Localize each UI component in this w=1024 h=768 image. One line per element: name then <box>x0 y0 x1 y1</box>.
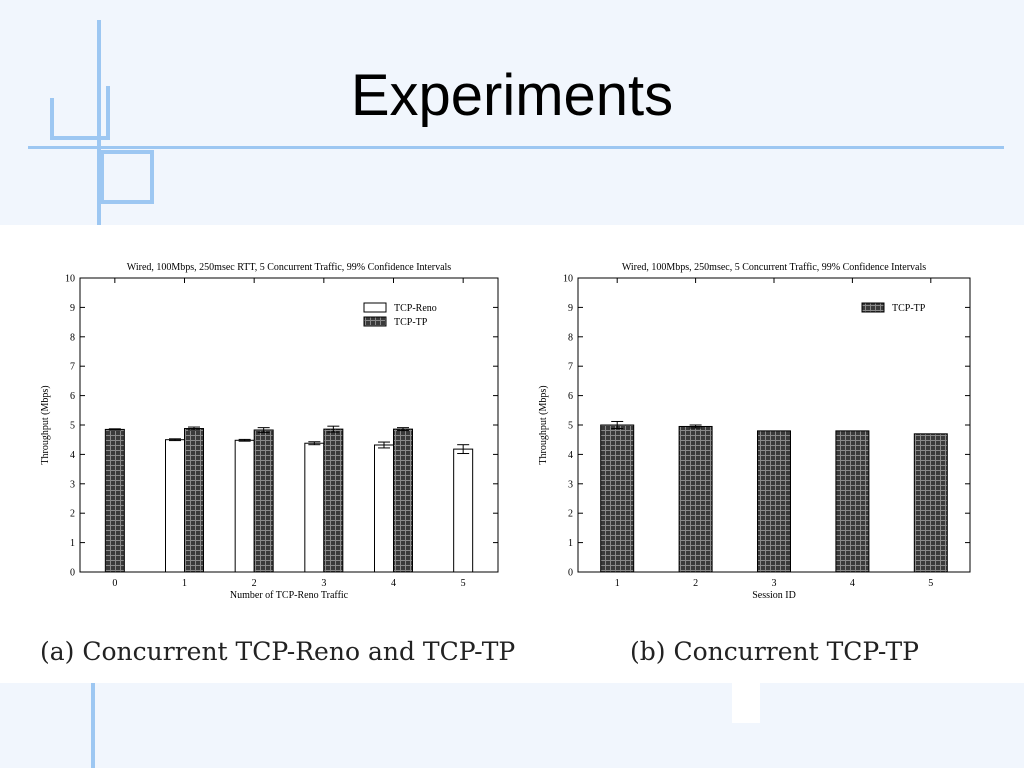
chart-a-bar-tcp-reno-1 <box>165 439 185 573</box>
chart-b-xtick-label-4: 4 <box>850 578 855 589</box>
chart-a-title: Wired, 100Mbps, 250msec RTT, 5 Concurren… <box>127 262 452 273</box>
decor-square <box>100 150 154 204</box>
chart-a-ytick-label-2: 2 <box>70 509 75 520</box>
chart-a: Wired, 100Mbps, 250msec RTT, 5 Concurren… <box>40 262 499 601</box>
chart-a-xtick-label-4: 4 <box>391 578 396 589</box>
chart-b-ytick-label-10: 10 <box>563 274 573 285</box>
chart-b-xtick-label-5: 5 <box>928 578 933 589</box>
decor-horizontal-line <box>28 146 1004 149</box>
chart-a-bar-tcp-tp-4 <box>393 428 413 573</box>
chart-a-ytick-label-8: 8 <box>70 332 75 343</box>
chart-b-ytick-label-2: 2 <box>568 509 573 520</box>
chart-b-ytick-label-7: 7 <box>568 362 573 373</box>
chart-b-ytick-label-1: 1 <box>568 538 573 549</box>
chart-a-ytick-label-0: 0 <box>70 568 75 579</box>
chart-a-xlabel: Number of TCP-Reno Traffic <box>230 590 349 601</box>
chart-a-ytick-label-9: 9 <box>70 303 75 314</box>
chart-a-errorbar-tcp-tp-1 <box>188 426 200 431</box>
chart-a-bar-tcp-reno-2 <box>234 439 255 573</box>
chart-b-ytick-label-4: 4 <box>568 450 573 461</box>
decor-vertical-line-short <box>50 98 54 140</box>
chart-a-errorbar-tcp-reno-1 <box>169 438 181 442</box>
chart-b-ytick-label-0: 0 <box>568 568 573 579</box>
chart-a-errorbar-tcp-reno-4 <box>378 441 390 449</box>
chart-a-errorbar-tcp-tp-2 <box>257 427 270 433</box>
white-patch <box>732 683 760 723</box>
chart-a-errorbar-tcp-tp-0 <box>108 428 121 431</box>
chart-a-errorbar-tcp-tp-4 <box>397 427 409 432</box>
chart-a-bar-tcp-reno-5 <box>453 448 474 573</box>
chart-b-bar-tcp-tp-5 <box>913 433 948 573</box>
chart-a-ytick-label-4: 4 <box>70 450 75 461</box>
chart-a-bar-tcp-reno-4 <box>374 444 394 573</box>
chart-b-errorbar-tcp-tp-2 <box>689 424 702 429</box>
chart-a-errorbar-tcp-reno-3 <box>308 441 321 446</box>
chart-a-ytick-label-10: 10 <box>65 274 75 285</box>
figure-panel: Wired, 100Mbps, 250msec RTT, 5 Concurren… <box>0 225 1024 683</box>
chart-a-xtick-label-1: 1 <box>182 578 187 589</box>
chart-b-bar-tcp-tp-4 <box>835 430 870 573</box>
chart-b-xtick-label-2: 2 <box>693 578 698 589</box>
chart-a-ytick-label-7: 7 <box>70 362 75 373</box>
chart-b-xlabel: Session ID <box>752 590 796 601</box>
chart-b-xtick-label-1: 1 <box>615 578 620 589</box>
decor-vertical-line-top <box>97 20 101 225</box>
chart-b-legend-swatch-tcp-tp <box>861 302 885 313</box>
chart-a-errorbar-tcp-tp-3 <box>327 425 340 433</box>
chart-a-xtick-label-0: 0 <box>112 578 117 589</box>
caption-a: (a) Concurrent TCP-Reno and TCP-TP <box>40 637 516 666</box>
chart-b-legend-label-tcp-tp: TCP-TP <box>892 303 926 314</box>
chart-a-bar-tcp-reno-3 <box>304 442 325 573</box>
chart-b-bar-tcp-tp-1 <box>600 424 635 573</box>
chart-b-errorbar-tcp-tp-1 <box>611 420 624 430</box>
chart-a-bar-tcp-tp-0 <box>104 428 125 573</box>
slide-title: Experiments <box>350 63 674 128</box>
chart-b-bar-tcp-tp-2 <box>678 425 713 573</box>
chart-a-errorbar-tcp-reno-2 <box>238 438 251 442</box>
chart-a-ytick-label-5: 5 <box>70 421 75 432</box>
chart-a-plot-frame <box>79 277 499 573</box>
chart-a-ytick-label-3: 3 <box>70 479 75 490</box>
chart-a-ylabel: Throughput (Mbps) <box>40 385 51 464</box>
chart-b: Wired, 100Mbps, 250msec, 5 Concurrent Tr… <box>538 262 971 601</box>
chart-b-xtick-label-3: 3 <box>772 578 777 589</box>
chart-a-legend-swatch-tcp-reno <box>363 302 387 313</box>
decor-vertical-line-mid <box>106 86 110 140</box>
chart-b-ytick-label-6: 6 <box>568 391 573 402</box>
decor-vertical-line-bottom <box>91 683 95 768</box>
chart-a-ytick-label-1: 1 <box>70 538 75 549</box>
chart-a-legend-label-tcp-tp: TCP-TP <box>394 317 428 328</box>
chart-a-xtick-label-2: 2 <box>252 578 257 589</box>
chart-a-bar-tcp-tp-3 <box>323 428 344 573</box>
chart-a-legend-label-tcp-reno: TCP-Reno <box>394 303 437 314</box>
chart-a-xtick-label-5: 5 <box>461 578 466 589</box>
chart-b-title: Wired, 100Mbps, 250msec, 5 Concurrent Tr… <box>622 262 926 273</box>
caption-b: (b) Concurrent TCP-TP <box>630 637 919 666</box>
chart-b-ytick-label-5: 5 <box>568 421 573 432</box>
chart-b-ytick-label-8: 8 <box>568 332 573 343</box>
chart-b-bar-tcp-tp-3 <box>757 430 791 573</box>
chart-a-xtick-label-3: 3 <box>321 578 326 589</box>
chart-a-ytick-label-6: 6 <box>70 391 75 402</box>
chart-b-ylabel: Throughput (Mbps) <box>538 385 549 464</box>
chart-b-ytick-label-9: 9 <box>568 303 573 314</box>
chart-a-legend-swatch-tcp-tp <box>363 316 387 327</box>
chart-a-errorbar-tcp-reno-5 <box>457 444 470 455</box>
chart-b-ytick-label-3: 3 <box>568 479 573 490</box>
decor-corner-bottom <box>50 136 110 140</box>
chart-a-bar-tcp-tp-1 <box>184 428 204 573</box>
chart-a-bar-tcp-tp-2 <box>253 429 274 573</box>
